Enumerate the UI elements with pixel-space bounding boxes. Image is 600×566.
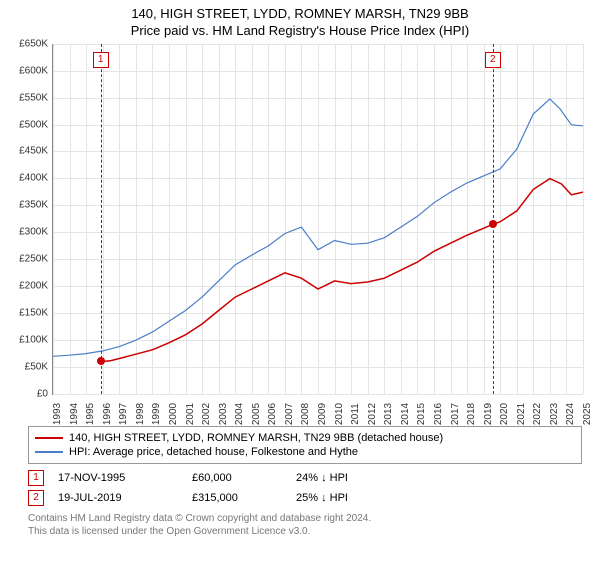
y-tick-label: £650K bbox=[19, 38, 48, 49]
y-tick-label: £150K bbox=[19, 308, 48, 319]
chart-title: 140, HIGH STREET, LYDD, ROMNEY MARSH, TN… bbox=[0, 6, 600, 23]
y-tick-label: £550K bbox=[19, 92, 48, 103]
sale-badge: 1 bbox=[28, 470, 44, 486]
sale-price: £315,000 bbox=[192, 492, 292, 504]
x-tick-label: 2014 bbox=[400, 403, 411, 425]
legend-label: 140, HIGH STREET, LYDD, ROMNEY MARSH, TN… bbox=[69, 432, 443, 444]
legend: 140, HIGH STREET, LYDD, ROMNEY MARSH, TN… bbox=[28, 426, 582, 464]
x-tick-label: 1995 bbox=[85, 403, 96, 425]
sale-badge: 2 bbox=[28, 490, 44, 506]
y-tick-label: £450K bbox=[19, 146, 48, 157]
y-tick-label: £600K bbox=[19, 65, 48, 76]
y-tick-label: £400K bbox=[19, 173, 48, 184]
footer-line: Contains HM Land Registry data © Crown c… bbox=[28, 512, 582, 525]
sale-price: £60,000 bbox=[192, 472, 292, 484]
x-tick-label: 2008 bbox=[300, 403, 311, 425]
y-tick-label: £300K bbox=[19, 227, 48, 238]
x-tick-label: 2001 bbox=[185, 403, 196, 425]
marker-line bbox=[101, 44, 102, 394]
plot-area: 12 bbox=[52, 44, 583, 395]
x-tick-label: 2005 bbox=[251, 403, 262, 425]
x-tick-label: 2004 bbox=[234, 403, 245, 425]
x-tick-label: 2007 bbox=[284, 403, 295, 425]
series-layer bbox=[53, 44, 583, 394]
sale-date: 19-JUL-2019 bbox=[58, 492, 188, 504]
x-axis: 1993 1994 1995 1996 1997 1998 1999 2000 2001 2002… bbox=[52, 396, 582, 426]
x-tick-label: 2013 bbox=[383, 403, 394, 425]
marker-badge: 2 bbox=[485, 52, 501, 68]
x-tick-label: 2016 bbox=[433, 403, 444, 425]
x-tick-label: 2025 bbox=[582, 403, 593, 425]
x-tick-label: 1997 bbox=[118, 403, 129, 425]
sale-delta: 24% ↓ HPI bbox=[296, 472, 436, 484]
table-row: 2 19-JUL-2019 £315,000 25% ↓ HPI bbox=[28, 488, 582, 508]
x-tick-label: 2017 bbox=[450, 403, 461, 425]
sale-dot bbox=[97, 357, 105, 365]
legend-item: HPI: Average price, detached house, Folk… bbox=[35, 445, 575, 459]
x-tick-label: 1998 bbox=[135, 403, 146, 425]
chart-region: £0 £50K £100K £150K £200K £250K £300K £350K £400… bbox=[10, 44, 590, 424]
x-tick-label: 2015 bbox=[416, 403, 427, 425]
x-tick-label: 2021 bbox=[516, 403, 527, 425]
table-row: 1 17-NOV-1995 £60,000 24% ↓ HPI bbox=[28, 468, 582, 488]
legend-item: 140, HIGH STREET, LYDD, ROMNEY MARSH, TN… bbox=[35, 431, 575, 445]
x-tick-label: 2009 bbox=[317, 403, 328, 425]
legend-swatch bbox=[35, 437, 63, 439]
y-tick-label: £350K bbox=[19, 200, 48, 211]
chart-subtitle: Price paid vs. HM Land Registry's House … bbox=[0, 23, 600, 40]
footer-line: This data is licensed under the Open Gov… bbox=[28, 525, 582, 538]
x-tick-label: 2012 bbox=[367, 403, 378, 425]
x-tick-label: 2000 bbox=[168, 403, 179, 425]
sale-delta: 25% ↓ HPI bbox=[296, 492, 436, 504]
x-tick-label: 2006 bbox=[267, 403, 278, 425]
chart-container: 140, HIGH STREET, LYDD, ROMNEY MARSH, TN… bbox=[0, 6, 600, 566]
x-tick-label: 1993 bbox=[52, 403, 63, 425]
y-tick-label: £500K bbox=[19, 119, 48, 130]
x-tick-label: 1999 bbox=[151, 403, 162, 425]
y-tick-label: £200K bbox=[19, 281, 48, 292]
sales-table: 1 17-NOV-1995 £60,000 24% ↓ HPI 2 19-JUL… bbox=[28, 468, 582, 508]
x-tick-label: 2023 bbox=[549, 403, 560, 425]
x-tick-label: 2024 bbox=[565, 403, 576, 425]
y-axis: £0£50K£100K£150K£200K£250K£300K£350K£400… bbox=[10, 44, 50, 394]
y-tick-label: £50K bbox=[25, 361, 48, 372]
legend-swatch bbox=[35, 451, 63, 453]
x-tick-label: 2002 bbox=[201, 403, 212, 425]
x-tick-label: 2011 bbox=[350, 403, 361, 425]
x-tick-label: 2003 bbox=[218, 403, 229, 425]
y-tick-label: £250K bbox=[19, 254, 48, 265]
marker-badge: 1 bbox=[93, 52, 109, 68]
x-tick-label: 2019 bbox=[483, 403, 494, 425]
legend-label: HPI: Average price, detached house, Folk… bbox=[69, 446, 358, 458]
y-tick-label: £100K bbox=[19, 334, 48, 345]
marker-line bbox=[493, 44, 494, 394]
x-tick-label: 1996 bbox=[102, 403, 113, 425]
x-tick-label: 1994 bbox=[69, 403, 80, 425]
sale-date: 17-NOV-1995 bbox=[58, 472, 188, 484]
y-tick-label: £0 bbox=[37, 388, 48, 399]
x-tick-label: 2010 bbox=[334, 403, 345, 425]
x-tick-label: 2022 bbox=[532, 403, 543, 425]
x-tick-label: 2020 bbox=[499, 403, 510, 425]
sale-dot bbox=[489, 220, 497, 228]
x-tick-label: 2018 bbox=[466, 403, 477, 425]
footer: Contains HM Land Registry data © Crown c… bbox=[28, 512, 582, 538]
series-price_paid bbox=[101, 178, 583, 361]
series-hpi bbox=[53, 99, 583, 356]
